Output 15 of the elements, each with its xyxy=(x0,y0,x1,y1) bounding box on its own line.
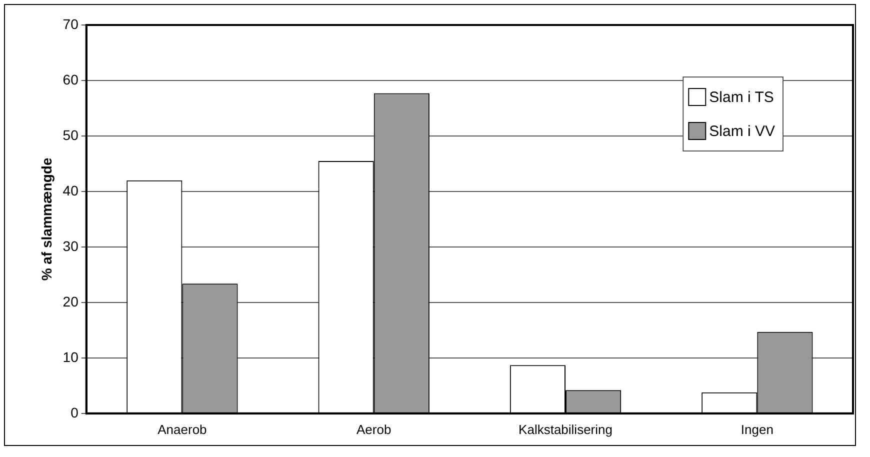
legend-label: Slam i VV xyxy=(709,123,776,140)
y-axis-title: % af slammængde xyxy=(38,158,54,281)
x-tick-label: Anaerob xyxy=(158,422,207,437)
x-tick-label: Kalkstabilisering xyxy=(518,422,612,437)
y-tick-label: 0 xyxy=(70,404,79,420)
y-tick-label: 60 xyxy=(62,71,79,88)
legend-label: Slam i TS xyxy=(709,89,774,106)
y-tick-label: 40 xyxy=(62,182,79,198)
y-tick-label: 50 xyxy=(62,126,79,143)
x-tick-label: Aerob xyxy=(356,422,392,437)
y-tick-label: 10 xyxy=(62,348,79,365)
x-tick-label: Ingen xyxy=(740,422,774,437)
y-tick-label: 30 xyxy=(62,238,79,254)
y-tick-label: 70 xyxy=(62,16,79,32)
y-tick-label: 20 xyxy=(62,293,79,310)
